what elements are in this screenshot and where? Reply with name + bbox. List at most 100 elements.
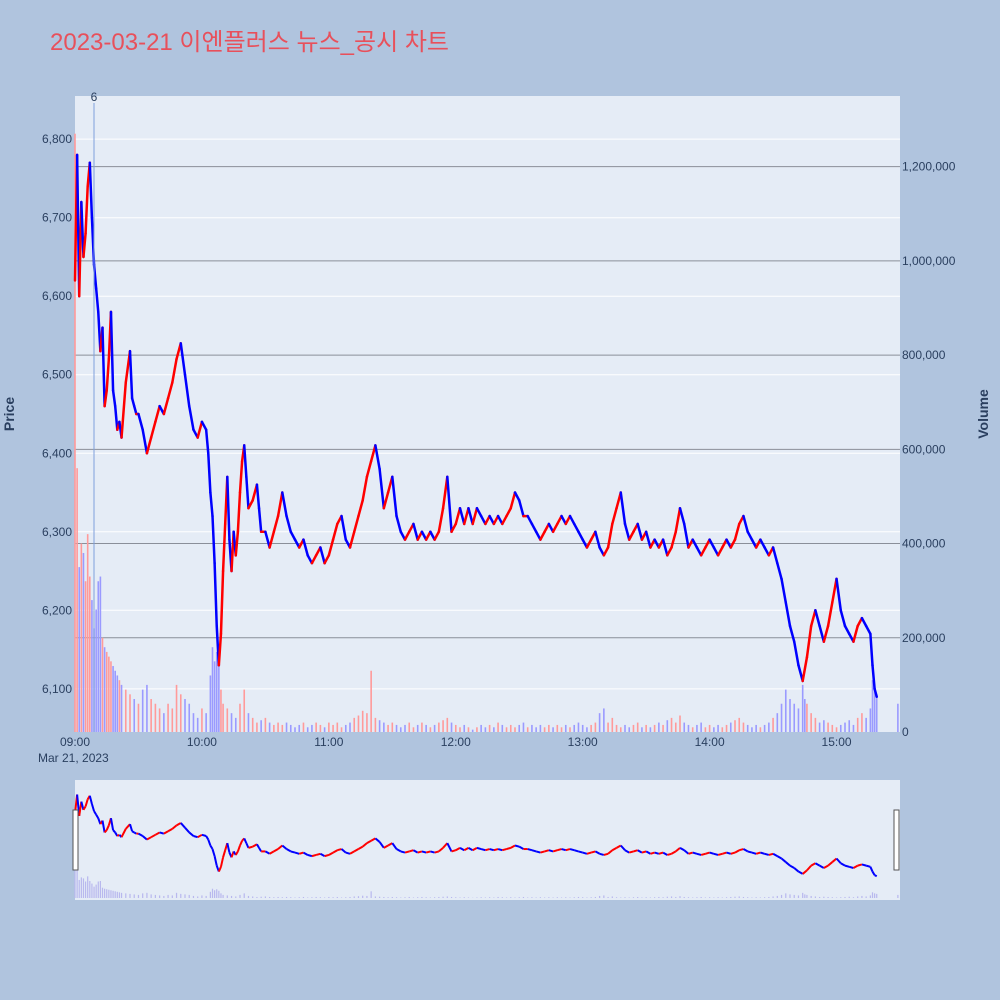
- range-slider-price-segment: [133, 831, 137, 835]
- range-slider-price-segment: [391, 842, 398, 850]
- volume-bar: [289, 724, 292, 732]
- volume-bar: [91, 600, 93, 732]
- volume-bar: [74, 133, 76, 732]
- range-slider-price-segment: [557, 848, 562, 852]
- price-segment: [257, 506, 263, 534]
- range-slider-price-segment: [641, 850, 647, 854]
- range-slider-price-segment: [281, 844, 288, 850]
- range-slider-price-segment: [540, 850, 545, 854]
- price-segment: [636, 522, 644, 541]
- range-slider-price-segment: [345, 851, 351, 855]
- volume-bar: [603, 708, 605, 732]
- volume-bar: [696, 724, 698, 732]
- volume-bar: [700, 722, 702, 732]
- range-slider-volume-bar: [772, 896, 774, 898]
- range-slider-price-segment: [679, 846, 685, 852]
- range-slider-price-segment: [171, 824, 178, 830]
- range-slider-price-segment: [273, 848, 279, 853]
- price-segment: [162, 397, 170, 416]
- range-slider-price-segment: [112, 829, 116, 834]
- volume-bar: [361, 710, 364, 732]
- volume-bar: [729, 722, 732, 732]
- range-slider-volume-bar: [260, 896, 262, 898]
- volume-bar: [522, 722, 525, 732]
- range-slider-price-segment: [582, 851, 588, 855]
- volume-bar: [717, 724, 719, 732]
- volume-bar: [412, 727, 415, 732]
- range-slider-price-segment: [425, 850, 431, 854]
- range-slider-price-segment: [264, 850, 271, 855]
- range-slider-price-segment: [217, 866, 222, 872]
- volume-bar: [311, 724, 313, 732]
- range-slider-volume-bar: [315, 896, 317, 898]
- price-segment: [513, 491, 521, 502]
- range-slider-volume-bar: [93, 886, 95, 898]
- range-slider-price-segment: [362, 842, 368, 848]
- volume-bar: [196, 717, 199, 732]
- range-slider-volume-bar: [670, 896, 673, 898]
- range-slider-price-segment: [835, 857, 842, 864]
- volume-bar: [776, 713, 779, 732]
- volume-bar: [336, 722, 339, 732]
- range-slider-volume-bar: [582, 897, 584, 898]
- volume-bar: [810, 713, 812, 732]
- volume-bar: [211, 647, 214, 732]
- volume-bar: [581, 724, 584, 732]
- range-slider-volume-bar: [89, 880, 91, 898]
- range-slider-price-segment: [565, 848, 571, 852]
- range-slider-price-segment: [256, 843, 260, 849]
- price-segment: [236, 491, 242, 534]
- range-slider-price-segment: [650, 851, 655, 855]
- range-slider-volume-bar: [865, 896, 867, 898]
- price-segment: [141, 428, 149, 455]
- range-slider[interactable]: [75, 780, 900, 900]
- range-slider-price-segment: [290, 850, 296, 854]
- range-slider-volume-bar: [391, 896, 393, 898]
- range-slider-volume-bar: [211, 888, 214, 898]
- volume-bar: [666, 720, 669, 732]
- price-segment: [211, 514, 216, 565]
- range-slider-price-segment: [785, 861, 791, 867]
- price-segment: [128, 349, 134, 400]
- volume-bar: [179, 694, 182, 732]
- volume-bar: [577, 722, 580, 732]
- range-slider-volume-bar: [599, 895, 601, 898]
- price-segment: [378, 467, 386, 510]
- price-segment: [454, 506, 462, 526]
- range-slider-price-segment: [353, 848, 359, 853]
- range-slider-price-segment: [861, 863, 867, 867]
- range-slider-right-handle[interactable]: [893, 809, 900, 871]
- range-slider-volume-bar: [116, 891, 118, 898]
- price-segment: [602, 546, 610, 557]
- range-slider-price-segment: [163, 830, 169, 835]
- volume-bar: [344, 724, 347, 732]
- range-slider-price-segment: [404, 850, 410, 854]
- volume-bar: [797, 708, 800, 732]
- volume-bar: [501, 724, 504, 732]
- volume-bar: [734, 720, 736, 732]
- volume-bar: [653, 724, 656, 732]
- range-slider-volume-bar: [328, 896, 330, 898]
- volume-bar: [852, 724, 855, 732]
- volume-bar: [590, 724, 592, 732]
- volume-bar: [404, 724, 406, 732]
- price-segment: [109, 310, 115, 392]
- price-segment: [264, 530, 271, 549]
- range-slider-price-segment: [675, 847, 681, 853]
- price-segment: [568, 514, 576, 526]
- range-slider-left-handle[interactable]: [72, 809, 79, 871]
- volume-tick-label: 800,000: [902, 348, 946, 362]
- volume-bar: [103, 647, 106, 732]
- volume-bar: [277, 722, 279, 732]
- volume-bar: [598, 713, 601, 732]
- price-segment: [733, 522, 741, 541]
- range-slider-price-segment: [658, 851, 664, 855]
- range-slider-price-segment: [188, 831, 195, 837]
- range-slider-volume-bar: [700, 896, 702, 898]
- range-slider-volume-bar: [730, 896, 732, 898]
- range-slider-volume-bar: [696, 897, 698, 898]
- volume-bar: [454, 724, 457, 732]
- price-segment: [699, 546, 707, 557]
- volume-bar: [302, 722, 305, 732]
- volume-bar: [662, 724, 664, 732]
